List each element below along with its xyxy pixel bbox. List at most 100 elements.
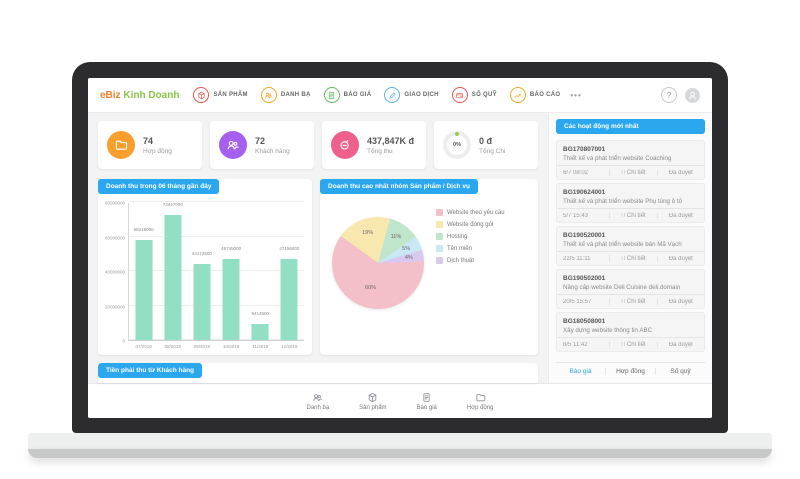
- gridline: [129, 270, 304, 271]
- person-icon: [689, 91, 696, 100]
- bar-panel-title[interactable]: Doanh thu trong 06 tháng gần đây: [98, 179, 220, 195]
- contacts-icon: [313, 393, 323, 401]
- doc-icon: [323, 87, 340, 103]
- y-tick-label: 40000000: [104, 269, 125, 275]
- activity-sidebar: Các hoạt động mới nhất BG170807001 Thiết…: [548, 113, 712, 383]
- activity-detail-link[interactable]: ∷ Chi tiết: [609, 341, 656, 349]
- activity-card[interactable]: BG180508001 Xây dựng website thông tin A…: [556, 312, 705, 353]
- bottom-tab-hợp-đồng[interactable]: Hợp đồng: [467, 392, 494, 411]
- pie-chart: 19% 11% 5% 4% 60%: [332, 217, 424, 309]
- bar-value-label: 46745000: [221, 246, 242, 252]
- activity-detail-link[interactable]: ∷ Chi tiết: [609, 169, 656, 177]
- activity-description: Thiết kế và phát triển website Coaching: [563, 155, 672, 163]
- contacts-icon: [260, 87, 277, 103]
- bottom-tab-label: Danh bạ: [306, 404, 330, 411]
- pie-slice-label: 60%: [365, 284, 377, 291]
- nav-item-sản-phẩm[interactable]: SẢN PHẨM: [193, 87, 248, 103]
- legend-label: Website đóng gói: [447, 221, 494, 228]
- y-tick-label: 20000000: [104, 304, 125, 309]
- help-icon[interactable]: ?: [661, 87, 677, 103]
- y-tick-label: 60000000: [104, 235, 125, 240]
- detail-icon: ∷: [621, 299, 626, 306]
- top-navbar: eBiz Kinh Doanh SẢN PHẨM DANH BẠ BÁO GIÁ…: [88, 78, 712, 113]
- stat-label: Khách hàng: [255, 147, 290, 155]
- nav-item-danh-bạ[interactable]: DANH BẠ: [260, 87, 311, 103]
- contacts-icon: [265, 92, 273, 98]
- activity-code: BG190502001: [563, 275, 606, 283]
- doc-icon: [423, 392, 430, 402]
- legend-swatch: [436, 245, 443, 252]
- activity-description: Thiết kế và phát triển website bán Mã Vạ…: [563, 241, 682, 249]
- nav-item-số-quỹ[interactable]: SỐ QUỸ: [451, 87, 497, 103]
- stat-card[interactable]: 0% 0 đ Tổng Chi: [434, 121, 538, 169]
- activity-description: Xây dựng website thông tin ABC: [563, 327, 653, 335]
- activity-status-badge: Đã duyệt: [656, 341, 704, 348]
- x-tick-label: 09/2019: [193, 344, 211, 349]
- pie-slice-label: 11%: [390, 234, 402, 241]
- activity-status-badge: Đã duyệt: [656, 169, 704, 176]
- pie-panel-title[interactable]: Doanh thu cao nhất nhóm Sản phẩm / Dịch …: [320, 179, 478, 195]
- bottom-tab-sản-phẩm[interactable]: Sản phẩm: [359, 392, 387, 411]
- legend-item: Hosting: [436, 233, 505, 240]
- bar-chart: 0 20000000 40000000 60000000 80000000 582160…: [104, 200, 304, 349]
- y-tick-label: 80000000: [104, 200, 125, 206]
- box-icon: [193, 87, 210, 103]
- nav-item-báo-cáo[interactable]: BÁO CÁO: [509, 87, 561, 103]
- bottom-tab-báo-giá[interactable]: Báo giá: [417, 392, 437, 411]
- gauge-percent: 0%: [453, 142, 461, 148]
- activity-card[interactable]: BG190624001 Thiết kế và phát triển websi…: [556, 183, 705, 224]
- y-tick-label: 0: [122, 338, 125, 344]
- money-icon: [340, 140, 349, 150]
- activity-status-badge: Đã duyệt: [656, 255, 704, 262]
- logo-part-2: Kinh Doanh: [123, 89, 180, 101]
- nav-item-label: DANH BẠ: [280, 92, 311, 98]
- receivables-panel-title[interactable]: Tiền phải thu từ Khách hàng: [98, 363, 203, 379]
- money-icon: [331, 131, 359, 159]
- stat-card[interactable]: 72 Khách hàng: [210, 121, 314, 169]
- contacts-icon: [219, 131, 247, 159]
- activity-list: BG170807001 Thiết kế và phát triển websi…: [556, 140, 705, 353]
- activity-card[interactable]: BG190502001 Nâng cấp website Deli Cuisin…: [556, 269, 705, 310]
- bar-plot: 58216000 72447000 44172500 46745000 9414…: [128, 201, 304, 349]
- stat-value: 437,847K đ: [367, 135, 415, 146]
- activity-card[interactable]: BG170807001 Thiết kế và phát triển websi…: [556, 140, 705, 181]
- pencil-icon: [384, 87, 401, 103]
- stat-card[interactable]: 74 Hợp đồng: [98, 121, 202, 169]
- nav-item-báo-giá[interactable]: BÁO GIÁ: [323, 87, 372, 103]
- bottom-tab-danh-bạ[interactable]: Danh bạ: [306, 392, 329, 411]
- activity-detail-link[interactable]: ∷ Chi tiết: [609, 298, 656, 306]
- stat-card[interactable]: 437,847K đ Tổng thu: [322, 121, 426, 169]
- sidebar-tab-báo-giá[interactable]: Báo giá: [569, 368, 592, 375]
- nav-item-label: SẢN PHẨM: [213, 92, 248, 98]
- activity-time: 5/7 15:43: [563, 212, 589, 219]
- x-tick-label: 10/2019: [222, 344, 240, 349]
- folder-icon: [476, 393, 485, 401]
- box-icon: [369, 392, 377, 402]
- app-logo: eBiz Kinh Doanh: [100, 90, 179, 101]
- activity-code: BG190520001: [563, 232, 606, 240]
- bar: [164, 215, 182, 340]
- bar-value-label: 47156000: [279, 245, 300, 251]
- legend-swatch: [436, 257, 443, 264]
- pie-slice-label: 5%: [402, 246, 411, 253]
- legend-label: Hosting: [447, 233, 468, 240]
- legend-swatch: [436, 209, 443, 216]
- main-menu: SẢN PHẨM DANH BẠ BÁO GIÁ GIAO DỊCH SỐ QU…: [193, 87, 560, 103]
- nav-item-giao-dịch[interactable]: GIAO DỊCH: [384, 87, 438, 103]
- nav-item-label: BÁO CÁO: [529, 92, 561, 98]
- user-avatar[interactable]: [685, 87, 700, 103]
- activity-card[interactable]: BG190520001 Thiết kế và phát triển websi…: [556, 226, 705, 267]
- sidebar-tab-hợp-đồng[interactable]: Hợp đồng: [605, 368, 655, 375]
- activity-detail-link[interactable]: ∷ Chi tiết: [609, 212, 656, 220]
- sidebar-tab-số-quỹ[interactable]: Số quỹ: [655, 368, 705, 375]
- activity-code: BG170807001: [563, 146, 606, 154]
- activity-detail-link[interactable]: ∷ Chi tiết: [609, 255, 656, 263]
- gridline: [129, 339, 304, 340]
- more-menu-button[interactable]: •••: [570, 90, 582, 100]
- sidebar-title[interactable]: Các hoạt động mới nhất: [556, 119, 705, 135]
- detail-icon: ∷: [621, 213, 626, 220]
- bar-value-label: 9414500: [251, 310, 270, 316]
- content-area: 74 Hợp đồng 72 Khách hàng 437,847K đ Tổn…: [88, 113, 712, 383]
- activity-time: 8/5 11:42: [563, 341, 588, 348]
- navbar-right: ?: [661, 87, 700, 103]
